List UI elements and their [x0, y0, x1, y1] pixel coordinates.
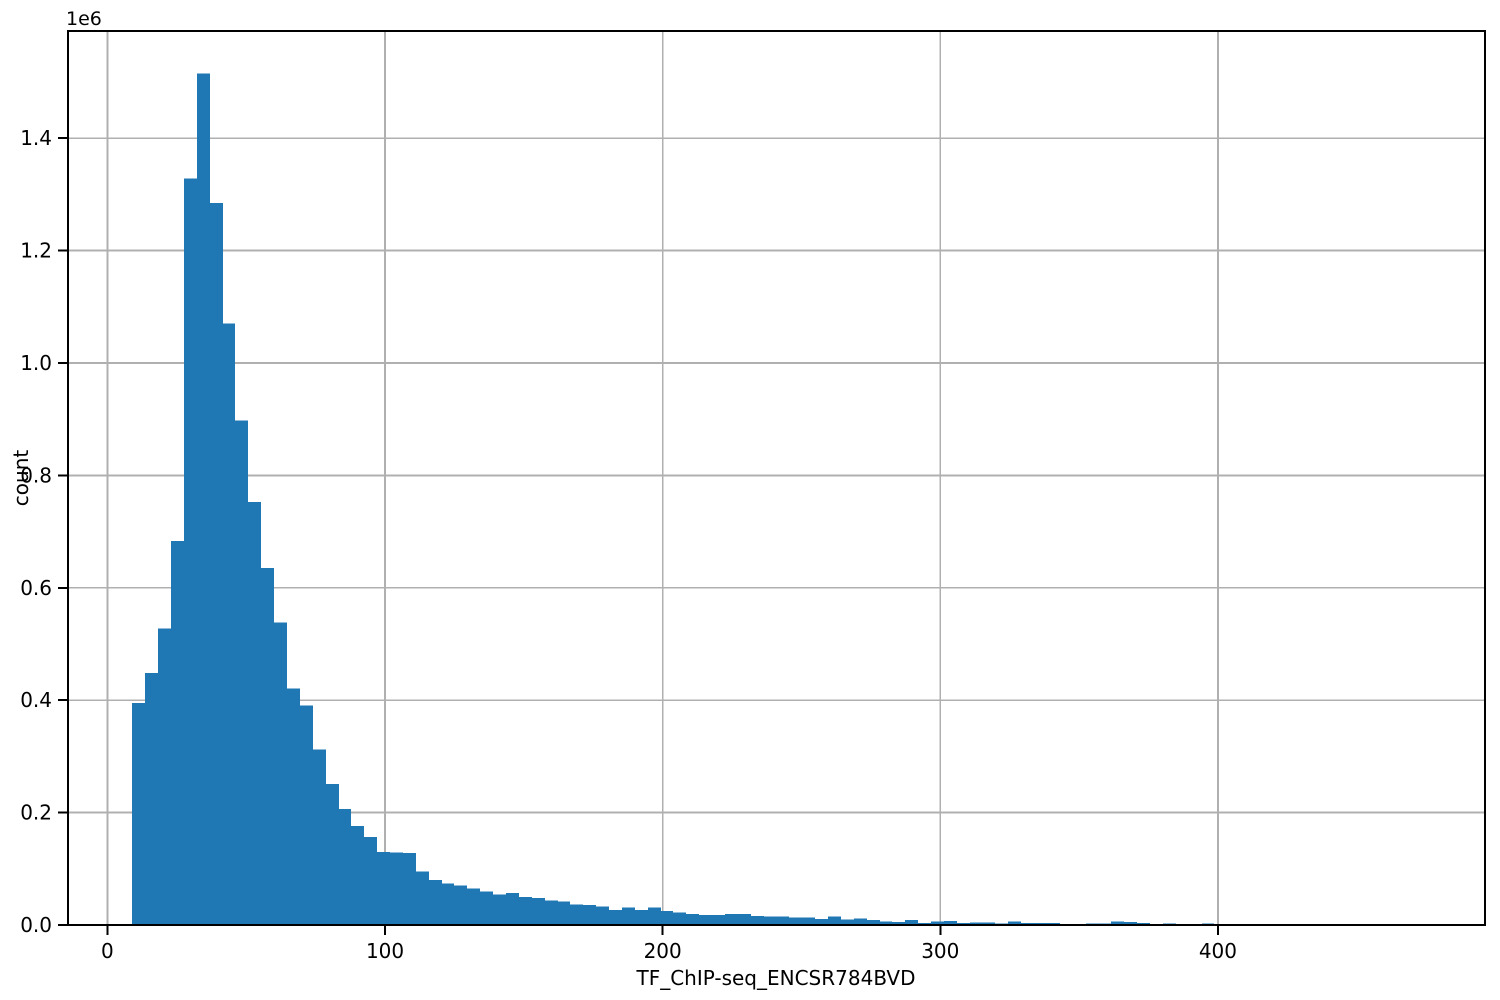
axis-spines	[67, 30, 1486, 926]
histogram-bar	[158, 628, 171, 925]
histogram-bar	[609, 909, 622, 925]
histogram-bar	[145, 673, 158, 925]
histogram-bar	[480, 891, 493, 925]
histogram-bar	[248, 501, 261, 925]
histogram-bar	[1124, 922, 1137, 925]
histogram-bar	[467, 888, 480, 925]
x-tick-label: 400	[1199, 939, 1237, 963]
histogram-bar	[635, 909, 648, 925]
histogram-bar	[867, 919, 880, 925]
histogram-bar	[789, 917, 802, 925]
histogram-bar	[197, 73, 210, 926]
histogram-bar	[583, 904, 596, 925]
histogram-bar	[738, 913, 751, 925]
x-tick-label: 100	[366, 939, 404, 963]
histogram-bar	[351, 826, 364, 925]
histogram-bar	[1111, 921, 1124, 925]
histogram-bar	[970, 922, 983, 925]
histogram-bar	[854, 918, 867, 925]
histogram-bar	[235, 420, 248, 925]
histogram-bar	[545, 900, 558, 925]
histogram-bar	[880, 921, 892, 925]
histogram-bar	[313, 749, 326, 925]
histogram-bar	[764, 916, 777, 925]
x-tick-label: 0	[101, 939, 114, 963]
histogram-bar	[918, 922, 931, 925]
y-tick-label: 0.0	[20, 913, 52, 937]
histogram-bar	[390, 852, 403, 925]
histogram-bar	[699, 914, 712, 925]
histogram-bar	[261, 568, 274, 925]
histogram-bar	[983, 922, 995, 925]
histogram-bar	[506, 893, 519, 925]
x-tick-label: 300	[921, 939, 959, 963]
histogram-bar	[957, 922, 970, 925]
y-tick-label: 1.0	[20, 351, 52, 375]
histogram-bar	[300, 705, 313, 925]
x-tick-label: 200	[644, 939, 682, 963]
histogram-bar	[905, 919, 918, 925]
histogram-bar	[132, 703, 145, 925]
y-tick-label: 0.2	[20, 801, 52, 825]
histogram-bar	[622, 907, 635, 925]
histogram-bar	[184, 178, 197, 925]
x-axis-label: TF_ChIP-seq_ENCSR784BVD	[636, 966, 916, 990]
histogram-bar	[364, 836, 377, 925]
histogram-bar	[828, 916, 841, 925]
histogram-bar	[648, 907, 661, 925]
histogram-bar	[944, 921, 957, 925]
y-tick-label: 1.4	[20, 126, 52, 150]
histogram-bar	[287, 688, 300, 925]
histogram-bar	[210, 202, 223, 926]
histogram-bar	[841, 919, 854, 925]
histogram-bar	[274, 622, 287, 925]
histogram-bar	[493, 894, 506, 925]
histogram-bar	[403, 853, 416, 925]
histogram-bar	[815, 918, 828, 925]
y-axis-offset-text: 1e6	[66, 8, 102, 30]
histogram-bar	[416, 871, 429, 925]
y-axis-label: count	[9, 449, 33, 507]
y-tick-label: 0.4	[20, 688, 52, 712]
histogram-bar	[777, 916, 789, 925]
histogram-bar	[802, 917, 815, 925]
histogram-bar	[558, 901, 570, 925]
histogram-bar	[673, 912, 686, 925]
histogram-bar	[892, 921, 905, 925]
histogram-bar	[454, 885, 467, 925]
histogram-bar	[751, 916, 764, 925]
histogram-bar	[596, 906, 609, 925]
y-tick-label: 1.2	[20, 239, 52, 263]
histogram-bar	[931, 921, 944, 925]
histogram-bar	[339, 809, 351, 925]
histogram-bar	[570, 904, 583, 925]
histogram-bar	[686, 913, 699, 925]
histogram-bar	[326, 783, 339, 925]
y-tick-label: 0.8	[20, 463, 52, 487]
histogram-bar	[712, 914, 725, 925]
histogram-bars	[132, 73, 1421, 926]
histogram-bar	[377, 851, 390, 925]
histogram-bar	[429, 880, 442, 925]
histogram-bar	[661, 910, 673, 925]
histogram-bar	[519, 896, 532, 925]
histogram-bar	[1008, 921, 1021, 925]
histogram-bar	[171, 541, 184, 925]
y-tick-label: 0.6	[20, 576, 52, 600]
histogram-bar	[532, 898, 545, 925]
histogram-bar	[442, 883, 454, 925]
histogram-bar	[725, 913, 738, 925]
histogram-bar	[223, 323, 235, 925]
